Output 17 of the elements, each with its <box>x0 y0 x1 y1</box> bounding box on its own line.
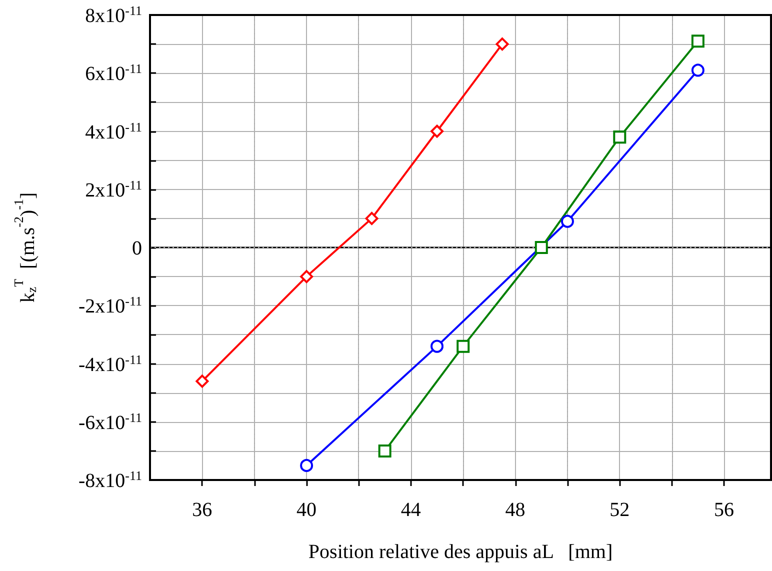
x-axis-title: Position relative des appuis aL [mm] <box>308 541 613 563</box>
y-tick-label: -6x10$^{-11}$ <box>78 409 142 434</box>
y-tick-label: 8x10$^{-11}$ <box>85 2 142 27</box>
y-axis-title: kzT [(m.s-2)-1] <box>11 192 39 303</box>
x-tick-label: 40 <box>296 499 317 521</box>
x-tick-label: 56 <box>714 499 734 521</box>
y-tick-label: 4x10$^{-11}$ <box>85 118 142 144</box>
y-tick-label: -8x10$^{-11}$ <box>78 468 142 492</box>
x-tick-label: 36 <box>192 499 212 521</box>
y-tick-label: 6x10$^{-11}$ <box>85 60 142 86</box>
x-tick-label: 52 <box>610 499 630 521</box>
x-tick-label: 44 <box>400 499 421 521</box>
y-tick-label: 0 <box>132 238 142 260</box>
y-tick-label: -2x10$^{-11}$ <box>78 293 142 318</box>
x-tick-label: 48 <box>505 499 526 521</box>
y-tick-label: -4x10$^{-11}$ <box>78 351 142 376</box>
y-tick-label: 2x10$^{-11}$ <box>85 176 142 202</box>
